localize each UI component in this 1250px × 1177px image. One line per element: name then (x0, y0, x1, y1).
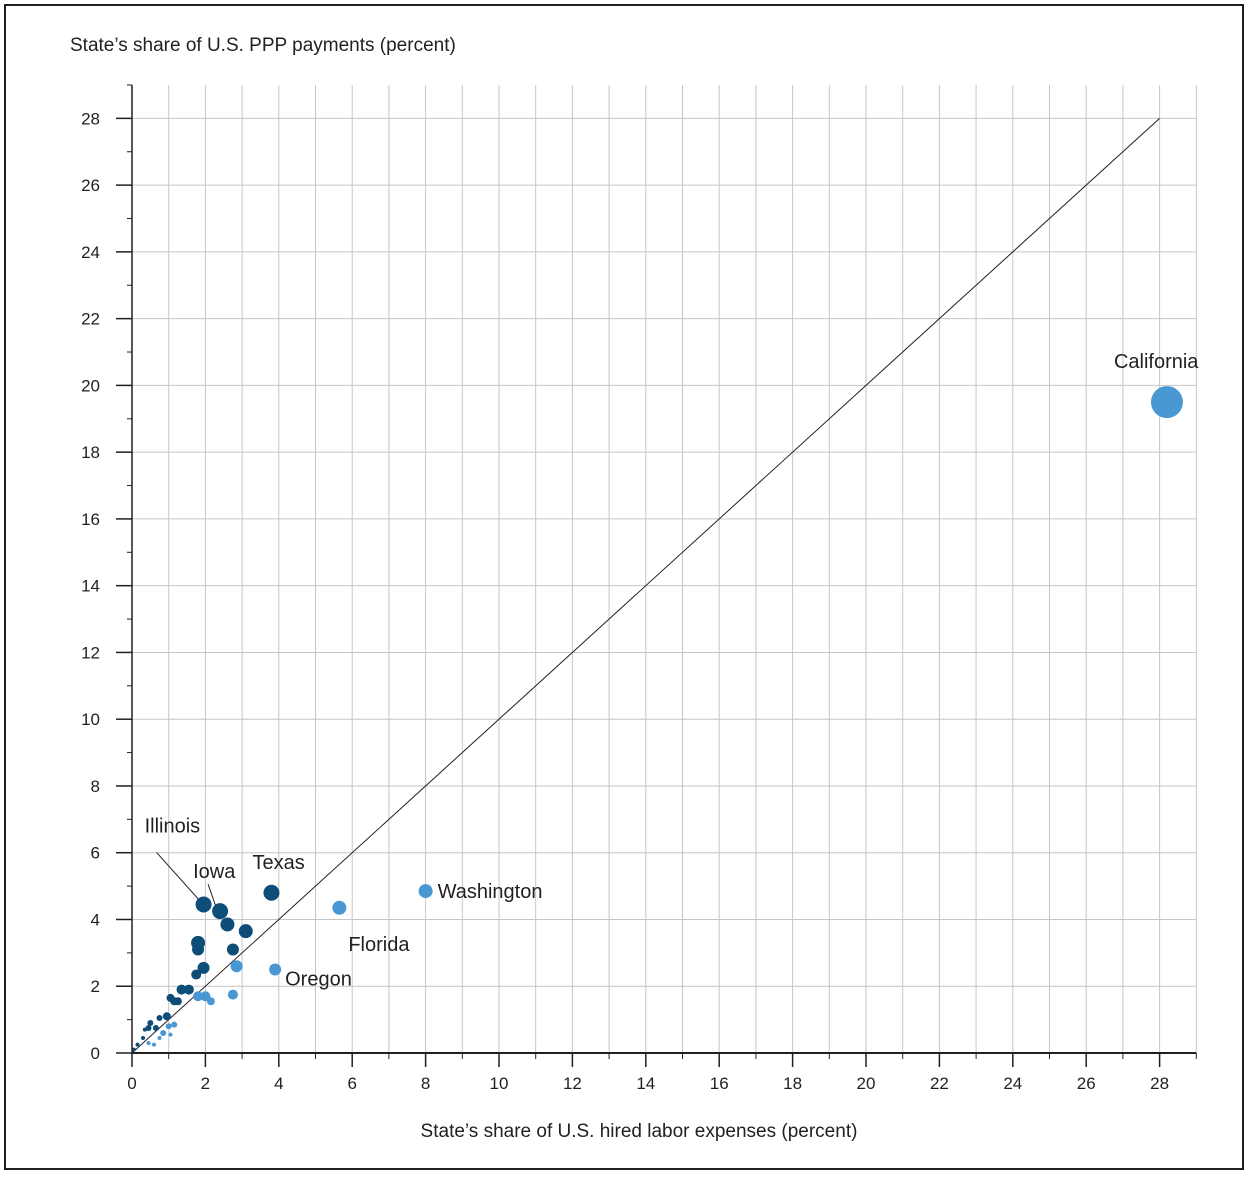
y-tick-label: 12 (81, 643, 100, 662)
y-tick-label: 4 (91, 910, 100, 929)
data-point (220, 917, 235, 932)
data-point (191, 969, 202, 980)
data-point (183, 984, 194, 995)
x-axis-title: State’s share of U.S. hired labor expens… (421, 1121, 858, 1142)
data-point (193, 991, 204, 1002)
label-florida: Florida (348, 934, 410, 956)
data-point (135, 1042, 140, 1047)
y-tick-label: 0 (91, 1044, 100, 1063)
data-point (152, 1042, 157, 1047)
label-illinois: Illinois (145, 815, 201, 837)
point-california (1150, 386, 1183, 419)
y-tick-label: 22 (81, 310, 100, 329)
leader-illinois (156, 852, 200, 901)
data-point (165, 1023, 172, 1030)
x-tick-label: 0 (127, 1074, 136, 1093)
y-tick-label: 8 (91, 777, 100, 796)
y-tick-label: 26 (81, 176, 100, 195)
data-point (171, 1021, 178, 1028)
data-point (146, 1040, 151, 1045)
x-tick-label: 14 (636, 1074, 655, 1093)
y-tick-label: 6 (91, 844, 100, 863)
reference-line-group (131, 117, 1160, 1054)
data-point (152, 1024, 159, 1031)
grid (132, 84, 1197, 1053)
x-tick-label: 18 (783, 1074, 802, 1093)
x-tick-label: 20 (857, 1074, 876, 1093)
data-point (191, 935, 206, 950)
y-tick-label: 18 (81, 443, 100, 462)
label-oregon: Oregon (285, 969, 352, 991)
data-points (131, 386, 1183, 1052)
x-tick-label: 6 (347, 1074, 356, 1093)
data-point (173, 997, 182, 1006)
point-oregon (269, 963, 282, 976)
y-tick-label: 2 (91, 977, 100, 996)
y-tick-label: 10 (81, 710, 100, 729)
point-illinois (195, 896, 212, 913)
data-point (157, 1035, 162, 1040)
data-point (131, 1047, 136, 1052)
x-tick-label: 8 (421, 1074, 430, 1093)
x-tick-label: 22 (930, 1074, 949, 1093)
point-labels: California Washington Florida Oregon Texas Il… (145, 351, 1200, 990)
x-tick-label: 2 (201, 1074, 210, 1093)
data-point (226, 943, 239, 956)
x-tick-label: 4 (274, 1074, 283, 1093)
y-tick-label: 28 (81, 109, 100, 128)
data-point (160, 1029, 167, 1036)
y-tick-label: 20 (81, 376, 100, 395)
data-point (156, 1014, 163, 1021)
label-california: California (1114, 351, 1199, 373)
y-tick-label: 24 (81, 243, 100, 262)
data-point (141, 1035, 146, 1040)
data-point (197, 961, 210, 974)
label-washington: Washington (438, 881, 543, 903)
y-tick-label: 14 (81, 577, 100, 596)
label-iowa: Iowa (193, 861, 236, 883)
x-tick-label: 16 (710, 1074, 729, 1093)
x-tick-label: 26 (1077, 1074, 1096, 1093)
point-washington (418, 884, 433, 899)
data-point (147, 1019, 154, 1026)
x-tick-label: 12 (563, 1074, 582, 1093)
data-point (227, 989, 238, 1000)
point-florida (332, 900, 347, 915)
y-tick-label: 16 (81, 510, 100, 529)
y-axis-title: State’s share of U.S. PPP payments (perc… (70, 35, 456, 56)
reference-line (131, 117, 1160, 1054)
data-point (176, 984, 187, 995)
x-tick-label: 10 (490, 1074, 509, 1093)
data-point (162, 1012, 171, 1021)
x-tick-label: 24 (1003, 1074, 1022, 1093)
data-point (230, 960, 243, 973)
point-iowa (212, 903, 229, 920)
data-point (238, 924, 253, 939)
data-point (168, 1032, 173, 1037)
label-texas: Texas (252, 852, 304, 874)
data-point (145, 1024, 152, 1031)
data-point (200, 991, 211, 1002)
leader-iowa (207, 883, 217, 908)
x-tick-label: 28 (1150, 1074, 1169, 1093)
point-texas (263, 884, 280, 901)
chart-frame: 0 2 4 6 8 10 12 14 16 18 20 22 24 26 28 0 2 4 6 8 10 12 14 16 18… (4, 4, 1244, 1170)
leader-lines (156, 852, 217, 908)
